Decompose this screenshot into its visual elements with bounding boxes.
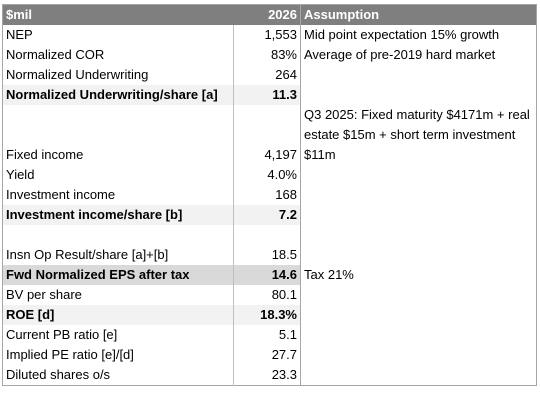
row-value[interactable]: 4,197 xyxy=(233,145,301,165)
row-note[interactable] xyxy=(301,345,537,365)
row-note[interactable] xyxy=(301,65,537,85)
row-note[interactable] xyxy=(301,245,537,265)
row-note[interactable]: Mid point expectation 15% growth xyxy=(304,27,500,42)
row-value[interactable]: 264 xyxy=(233,65,301,85)
row-note[interactable] xyxy=(301,85,537,105)
row-label[interactable]: Fwd Normalized EPS after tax xyxy=(2,265,234,285)
row-value[interactable]: 168 xyxy=(233,185,301,205)
row-label[interactable]: NEP xyxy=(2,25,234,45)
empty-cell[interactable] xyxy=(233,125,301,145)
row-value[interactable]: 7.2 xyxy=(233,205,301,225)
row-label[interactable]: Current PB ratio [e] xyxy=(2,325,234,345)
row-value[interactable]: 1,553 xyxy=(233,25,301,45)
row-value[interactable]: 4.0% xyxy=(233,165,301,185)
fixed-income-note-text: Q3 2025: Fixed maturity $4171m + real es… xyxy=(304,107,530,162)
table-row: Current PB ratio [e] 5.1 xyxy=(2,325,537,345)
row-note[interactable] xyxy=(301,285,537,305)
row-note[interactable] xyxy=(301,365,537,386)
row-label[interactable]: Normalized Underwriting xyxy=(2,65,234,85)
table-row: Normalized COR 83% Average of pre-2019 h… xyxy=(2,45,537,65)
header-year-cell[interactable]: 2026 xyxy=(233,4,301,25)
row-value[interactable]: 27.7 xyxy=(233,345,301,365)
row-value[interactable]: 83% xyxy=(233,45,301,65)
row-label[interactable]: BV per share xyxy=(2,285,234,305)
row-label[interactable]: Normalized COR xyxy=(2,45,234,65)
row-note[interactable] xyxy=(301,185,537,205)
empty-cell[interactable] xyxy=(2,105,234,125)
valuation-table: $mil 2026 Assumption NEP 1,553 Mid point… xyxy=(2,4,537,386)
empty-cell[interactable] xyxy=(233,105,301,125)
row-note[interactable]: Tax 21% xyxy=(304,267,354,282)
row-value[interactable]: 14.6 xyxy=(233,265,301,285)
row-note[interactable]: Q3 2025: Fixed maturity $4171m + real es… xyxy=(301,107,537,165)
row-note[interactable] xyxy=(301,305,537,325)
table-row: NEP 1,553 Mid point expectation 15% grow… xyxy=(2,25,537,45)
table-row: ROE [d] 18.3% xyxy=(2,305,537,325)
table-row: BV per share 80.1 xyxy=(2,285,537,305)
row-label[interactable]: Insn Op Result/share [a]+[b] xyxy=(2,245,234,265)
empty-cell[interactable] xyxy=(233,225,301,245)
row-label[interactable]: Investment income/share [b] xyxy=(2,205,234,225)
row-label[interactable]: Fixed income xyxy=(2,145,234,165)
row-label[interactable]: Implied PE ratio [e]/[d] xyxy=(2,345,234,365)
header-assumption-cell[interactable]: Assumption xyxy=(300,4,537,25)
row-note[interactable] xyxy=(301,165,537,185)
empty-cell[interactable] xyxy=(2,225,234,245)
header-row: $mil 2026 Assumption xyxy=(2,4,537,25)
row-value[interactable]: 11.3 xyxy=(233,85,301,105)
table-row: Investment income/share [b] 7.2 xyxy=(2,205,537,225)
empty-cell[interactable] xyxy=(2,125,234,145)
row-label[interactable]: Yield xyxy=(2,165,234,185)
row-value[interactable]: 18.3% xyxy=(233,305,301,325)
table-row: Diluted shares o/s 23.3 xyxy=(2,365,537,386)
table-row xyxy=(2,225,537,245)
row-label[interactable]: Diluted shares o/s xyxy=(2,365,234,386)
empty-cell[interactable] xyxy=(301,225,537,245)
row-value[interactable]: 23.3 xyxy=(233,365,301,386)
table-row: Normalized Underwriting 264 xyxy=(2,65,537,85)
row-value[interactable]: 18.5 xyxy=(233,245,301,265)
table-row: Insn Op Result/share [a]+[b] 18.5 xyxy=(2,245,537,265)
row-note[interactable]: Average of pre-2019 hard market xyxy=(304,47,496,62)
table-row: Normalized Underwriting/share [a] 11.3 xyxy=(2,85,537,105)
row-note[interactable] xyxy=(301,325,537,345)
table-row: Investment income 168 xyxy=(2,185,537,205)
table-row: Fwd Normalized EPS after tax 14.6 Tax 21… xyxy=(2,265,537,285)
table-row: Implied PE ratio [e]/[d] 27.7 xyxy=(2,345,537,365)
row-value[interactable]: 80.1 xyxy=(233,285,301,305)
row-label[interactable]: Investment income xyxy=(2,185,234,205)
table-row xyxy=(2,125,537,145)
table-row: Fixed income 4,197 Q3 2025: Fixed maturi… xyxy=(2,107,537,165)
header-label-cell[interactable]: $mil xyxy=(2,4,234,25)
row-label[interactable]: Normalized Underwriting/share [a] xyxy=(2,85,234,105)
table-row: Yield 4.0% xyxy=(2,165,537,185)
row-value[interactable]: 5.1 xyxy=(233,325,301,345)
row-label[interactable]: ROE [d] xyxy=(2,305,234,325)
row-note[interactable] xyxy=(301,205,537,225)
table-row xyxy=(2,105,537,125)
